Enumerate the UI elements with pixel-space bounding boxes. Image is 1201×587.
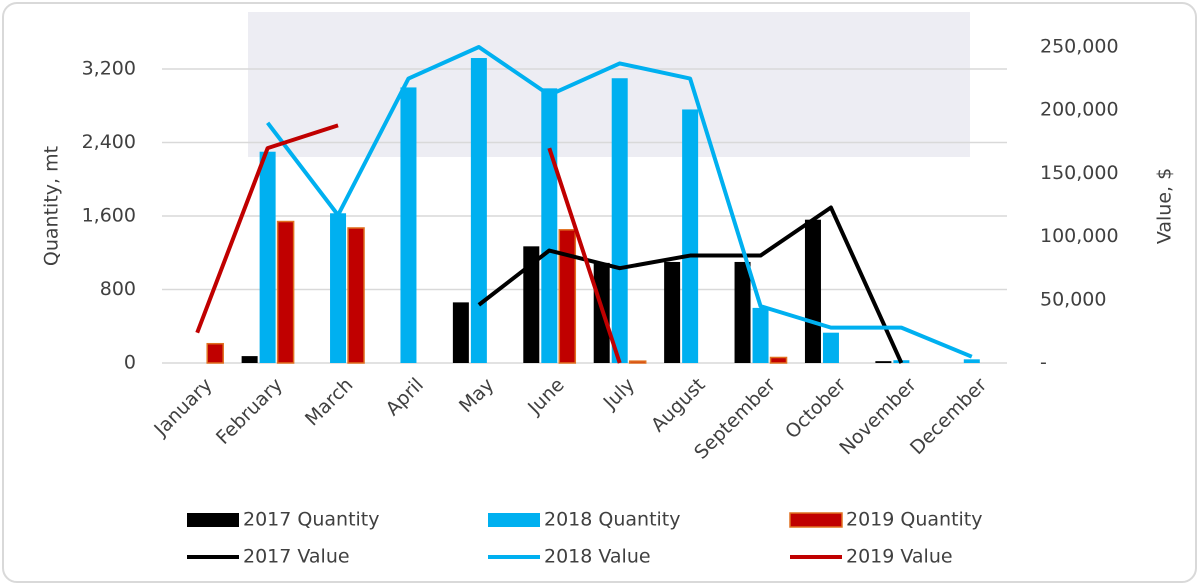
y2-tick-label: 50,000	[1040, 288, 1106, 310]
bar	[734, 261, 751, 363]
bar	[470, 58, 487, 363]
watermark	[248, 12, 970, 157]
legend-swatch	[187, 513, 239, 527]
legend-label: 2017 Quantity	[243, 509, 380, 531]
bar	[523, 246, 540, 363]
bar	[330, 213, 347, 363]
y2-axis-label: Value, $	[1154, 168, 1176, 244]
legend-label: 2018 Quantity	[544, 509, 681, 531]
bar	[752, 307, 769, 363]
bar	[804, 219, 821, 363]
line	[266, 45, 973, 359]
y-tick-label: 800	[100, 278, 136, 300]
y-tick-label: 0	[124, 352, 136, 374]
bar	[628, 360, 647, 364]
y2-tick-label: 100,000	[1040, 225, 1119, 247]
line	[195, 123, 622, 364]
bar	[452, 302, 469, 363]
y2-tick-label: 200,000	[1040, 99, 1119, 121]
bar	[276, 220, 295, 364]
bar	[400, 87, 417, 363]
legend-swatch	[488, 513, 540, 527]
legend-label: 2018 Value	[544, 546, 651, 568]
legend-label: 2017 Value	[243, 546, 350, 568]
y2-tick-label: 150,000	[1040, 162, 1119, 184]
bar	[541, 88, 558, 363]
bar	[241, 356, 258, 363]
bar	[206, 342, 224, 364]
y-tick-label: 3,200	[82, 58, 136, 80]
line	[477, 205, 904, 364]
y2-tick-label: -	[1040, 352, 1047, 374]
bar	[611, 78, 628, 364]
y-axis-label: Quantity, mt	[41, 146, 63, 266]
y2-tick-label: 250,000	[1040, 36, 1119, 58]
legend-label: 2019 Value	[846, 546, 953, 568]
bar	[963, 359, 980, 363]
bar	[822, 332, 839, 363]
bar	[259, 151, 276, 363]
bar	[664, 261, 681, 363]
y-tick-label: 1,600	[82, 205, 136, 227]
bar	[875, 361, 892, 363]
bar	[347, 227, 365, 364]
y-tick-label: 2,400	[82, 131, 136, 153]
legend-swatch	[789, 512, 843, 528]
bar	[558, 229, 577, 364]
legend-label: 2019 Quantity	[846, 509, 983, 531]
bar	[682, 109, 699, 363]
bar	[769, 356, 788, 364]
